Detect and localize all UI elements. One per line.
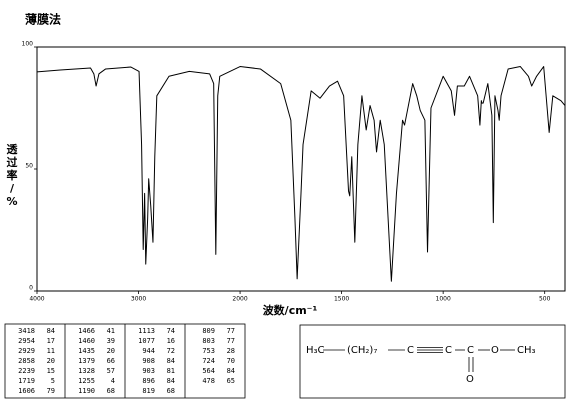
table-wavenumber: 2858 [18,357,35,365]
table-transmittance: 17 [47,337,55,345]
table-transmittance: 15 [47,367,55,375]
table-wavenumber: 1435 [78,347,95,355]
table-transmittance: 68 [167,387,175,395]
table-transmittance: 66 [107,357,115,365]
atom: C [407,345,414,356]
table-transmittance: 84 [227,367,235,375]
table-transmittance: 70 [227,357,235,365]
table-wavenumber: 478 [202,377,215,385]
y-axis-label-char: / [10,182,15,195]
x-tick-label: 1000 [436,296,451,303]
bonds [323,347,515,372]
table-transmittance: 72 [167,347,175,355]
table-wavenumber: 1190 [78,387,95,395]
table-transmittance: 74 [167,327,175,335]
table-wavenumber: 944 [142,347,155,355]
x-axis-label: 波数/cm⁻¹ [263,303,318,317]
table-wavenumber: 3418 [18,327,35,335]
table-transmittance: 79 [47,387,55,395]
table-wavenumber: 803 [202,337,215,345]
table-wavenumber: 809 [202,327,215,335]
table-dividers [64,324,186,398]
atom: C [467,345,474,356]
y-axis-label-char: 率 [7,168,18,182]
table-wavenumber: 1606 [18,387,35,395]
plot-frame [36,46,566,292]
table-transmittance: 11 [47,347,55,355]
table-transmittance: 28 [227,347,235,355]
chart-title: 薄膜法 [25,12,61,27]
y-axis-label: 透过率/% [6,143,18,208]
table-transmittance: 41 [107,327,115,335]
table-transmittance: 81 [167,367,175,375]
y-axis-label-char: 过 [7,155,18,169]
table-wavenumber: 1328 [78,367,95,375]
table-wavenumber: 1077 [138,337,155,345]
table-transmittance: 4 [111,377,115,385]
x-tick-label: 500 [539,296,551,303]
table-transmittance: 68 [107,387,115,395]
table-transmittance: 84 [167,357,175,365]
x-tick-label: 3000 [131,296,146,303]
spectrum-line [36,66,566,282]
table-transmittance: 57 [107,367,115,375]
y-axis-label-char: 透 [7,143,19,156]
table-wavenumber: 2239 [18,367,35,375]
y-tick-label: 100 [22,41,34,48]
table-transmittance: 16 [167,337,175,345]
table-wavenumber: 1113 [138,327,155,335]
table-transmittance: 20 [107,347,115,355]
table-transmittance: 77 [227,327,235,335]
table-wavenumber: 1719 [18,377,35,385]
atom: H₃C [306,345,325,356]
table-wavenumber: 1255 [78,377,95,385]
y-tick-label: 0 [29,285,33,292]
structure-frame [299,324,566,399]
table-wavenumber: 2929 [18,347,35,355]
table-transmittance: 39 [107,337,115,345]
table-wavenumber: 564 [202,367,215,375]
table-wavenumber: 753 [202,347,215,355]
table-transmittance: 84 [167,377,175,385]
atom: CH₃ [517,345,536,356]
table-transmittance: 20 [47,357,55,365]
table-wavenumber: 2954 [18,337,35,345]
table-transmittance: 5 [51,377,55,385]
table-wavenumber: 908 [142,357,155,365]
table-transmittance: 77 [227,337,235,345]
atom: C [445,345,452,356]
table-wavenumber: 724 [202,357,215,365]
x-tick-label: 1500 [334,296,349,303]
table-wavenumber: 1466 [78,327,95,335]
table-wavenumber: 903 [142,367,155,375]
y-tick-label: 50 [25,163,33,170]
atom: O [491,345,499,356]
table-wavenumber: 819 [142,387,155,395]
x-tick-label: 2000 [232,296,247,303]
table-wavenumber: 1460 [78,337,95,345]
table-wavenumber: 896 [142,377,155,385]
table-transmittance: 65 [227,377,235,385]
x-tick-label: 4000 [29,296,44,303]
table-wavenumber: 1379 [78,357,95,365]
atom: O [466,374,474,385]
table-transmittance: 84 [47,327,55,335]
y-axis-label-char: % [6,195,17,208]
atom: (CH₂)₇ [347,345,377,356]
